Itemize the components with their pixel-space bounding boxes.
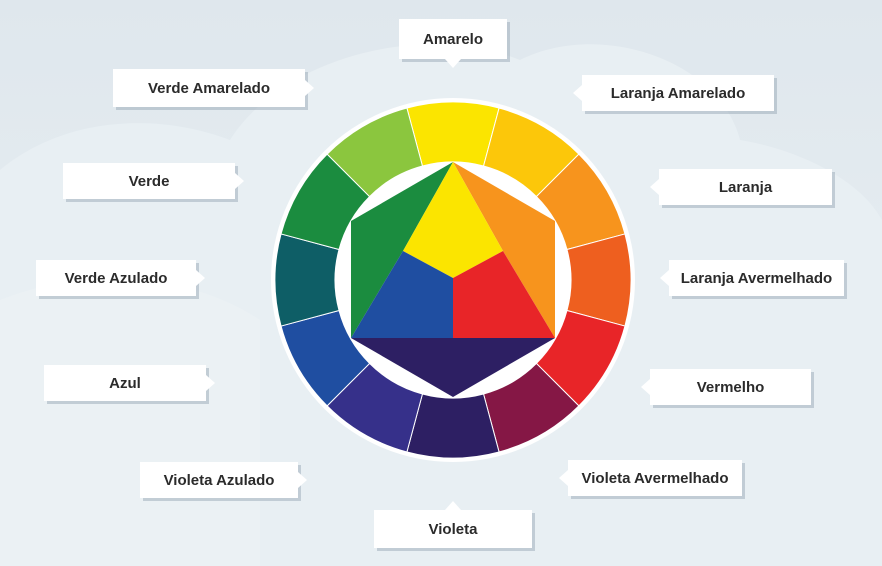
inner-red-triangle bbox=[453, 251, 555, 338]
label-vermelho: Vermelho bbox=[641, 369, 811, 405]
label-verde: Verde bbox=[63, 163, 244, 199]
label-verde-amarelado: Verde Amarelado bbox=[113, 69, 314, 107]
inner-violet-shape bbox=[351, 338, 555, 397]
inner-green-shape bbox=[351, 162, 453, 338]
label-verde-azulado: Verde Azulado bbox=[36, 260, 205, 296]
segment-blue-green bbox=[274, 233, 340, 327]
inner-yellow-triangle bbox=[403, 162, 503, 278]
label-laranja-avermelhado: Laranja Avermelhado bbox=[660, 260, 844, 296]
inner-star bbox=[351, 162, 555, 397]
label-violeta-azulado: Violeta Azulado bbox=[140, 462, 307, 498]
label-azul: Azul bbox=[44, 365, 215, 401]
label-laranja: Laranja bbox=[650, 169, 832, 205]
inner-orange-shape bbox=[453, 162, 555, 338]
label-violeta: Violeta bbox=[374, 501, 532, 548]
color-segments bbox=[274, 101, 632, 459]
label-violeta-avermelhado: Violeta Avermelhado bbox=[559, 460, 742, 496]
segment-red-orange bbox=[566, 233, 632, 327]
inner-blue-triangle bbox=[351, 251, 453, 338]
label-amarelo: Amarelo bbox=[399, 19, 507, 68]
segment-yellow bbox=[406, 101, 500, 167]
segment-yellow-green bbox=[326, 107, 424, 198]
segment-violet bbox=[406, 393, 500, 459]
label-laranja-amarelado: Laranja Amarelado bbox=[573, 75, 774, 111]
